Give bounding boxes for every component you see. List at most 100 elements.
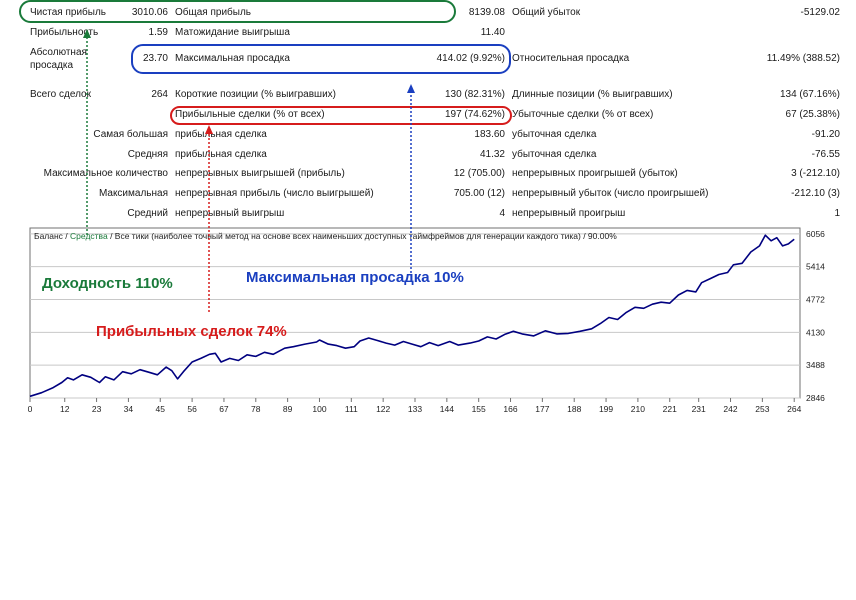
gross-loss-value: -5129.02	[800, 7, 840, 18]
max-drawdown-label: Максимальная просадка	[175, 53, 290, 64]
max-consec-loss-label: непрерывный убыток (число проигрышей)	[512, 188, 709, 199]
largest-loss-label: убыточная сделка	[512, 129, 597, 140]
profitable-trades-annotation: Прибыльных сделок 74%	[96, 323, 287, 340]
balance-legend: Баланс	[34, 231, 64, 241]
largest-label: Самая большая	[93, 129, 168, 140]
short-positions-value: 130 (82.31%)	[444, 89, 505, 100]
y-tick-label: 3488	[806, 360, 825, 370]
x-tick-label: 23	[92, 404, 102, 414]
rel-drawdown-value: 11.49% (388.52)	[766, 53, 840, 64]
balance-line	[29, 234, 795, 398]
max-consec-profit-value: 705.00 (12)	[453, 188, 505, 199]
x-tick-label: 166	[503, 404, 517, 414]
x-tick-label: 100	[312, 404, 326, 414]
x-tick-label: 78	[251, 404, 261, 414]
x-tick-label: 56	[187, 404, 197, 414]
largest-profit-value: 183.60	[474, 129, 505, 140]
average-label: Средняя	[127, 149, 168, 160]
loss-trades-label: Убыточные сделки (% от всех)	[512, 109, 654, 120]
largest-profit-label: прибыльная сделка	[175, 129, 267, 140]
long-positions-value: 134 (67.16%)	[779, 89, 840, 100]
abs-drawdown-label-line1: Абсолютная	[30, 47, 87, 58]
x-tick-label: 12	[60, 404, 70, 414]
max-consec-profit-label: непрерывная прибыль (число выигрышей)	[175, 188, 374, 199]
profit-trades-highlight	[170, 106, 512, 125]
statistics-table: Чистая прибыль 3010.06 Общая прибыль 813…	[0, 0, 856, 225]
largest-loss-value: -91.20	[811, 129, 840, 140]
net-profit-value: 3010.06	[131, 7, 168, 18]
max-consec-wins-label: непрерывных выигрышей (прибыль)	[175, 168, 345, 179]
x-tick-label: 111	[345, 404, 358, 414]
yield-annotation: Доходность 110%	[42, 275, 173, 292]
equity-legend: Средства	[70, 231, 108, 241]
max-consec-losses-label: непрерывных проигрышей (убыток)	[512, 168, 678, 179]
max-consec-wins-value: 12 (705.00)	[453, 168, 505, 179]
max-drawdown-annotation: Максимальная просадка 10%	[246, 269, 464, 286]
expected-payoff-value: 11.40	[480, 27, 505, 38]
x-tick-label: 188	[567, 404, 581, 414]
average-loss-value: -76.55	[811, 149, 840, 160]
rel-drawdown-label: Относительная просадка	[512, 53, 630, 64]
avg-consec-wins-value: 4	[499, 208, 505, 219]
max-drawdown-highlight	[131, 44, 511, 74]
x-tick-label: 264	[787, 404, 801, 414]
gross-loss-label: Общий убыток	[512, 7, 581, 18]
x-tick-label: 45	[156, 404, 166, 414]
maximal-label: Максимальная	[98, 188, 168, 199]
short-positions-label: Короткие позиции (% выигравших)	[175, 89, 336, 100]
grid-lines	[30, 233, 800, 399]
x-tick-label: 34	[124, 404, 134, 414]
x-tick-label: 67	[219, 404, 229, 414]
avg-label: Средний	[127, 208, 168, 219]
y-tick-label: 4772	[806, 294, 825, 304]
y-tick-label: 4130	[806, 327, 825, 337]
max-drawdown-value: 414.02 (9.92%)	[436, 53, 505, 64]
gross-profit-label: Общая прибыль	[175, 7, 252, 18]
profit-factor-value: 1.59	[148, 27, 168, 38]
net-profit-label: Чистая прибыль	[30, 7, 106, 18]
x-tick-label: 253	[755, 404, 769, 414]
model-description: Все тики (наиболее точный метод на основ…	[115, 231, 617, 241]
x-tick-label: 155	[472, 404, 486, 414]
x-tick-label: 221	[663, 404, 677, 414]
max-consec-loss-value: -212.10 (3)	[791, 188, 840, 199]
net-profit-highlight	[19, 0, 456, 23]
x-tick-label: 242	[723, 404, 737, 414]
average-profit-value: 41.32	[479, 149, 505, 160]
y-tick-label: 6056	[806, 229, 825, 239]
abs-drawdown-value: 23.70	[142, 53, 168, 64]
avg-consec-losses-label: непрерывный проигрыш	[512, 208, 626, 219]
average-loss-label: убыточная сделка	[512, 149, 597, 160]
profit-factor-label: Прибыльность	[30, 27, 99, 38]
y-tick-label: 5414	[806, 262, 825, 272]
plot-frame	[29, 227, 801, 399]
x-tick-label: 199	[599, 404, 613, 414]
x-tick-label: 122	[376, 404, 390, 414]
x-tick-label: 231	[692, 404, 706, 414]
avg-consec-wins-label: непрерывный выигрыш	[175, 208, 285, 219]
axis-ticks: 2846 3488 4130 4772 5414 6056 0 12 23 34 45 56 67 78 8…	[28, 229, 826, 414]
profit-trades-value: 197 (74.62%)	[444, 109, 505, 120]
total-trades-value: 264	[151, 89, 168, 100]
long-positions-label: Длинные позиции (% выигравших)	[512, 89, 673, 100]
loss-trades-value: 67 (25.38%)	[785, 109, 840, 120]
chart-header: Баланс / Средства / Все тики (наиболее т…	[34, 231, 617, 241]
average-profit-label: прибыльная сделка	[175, 149, 267, 160]
expected-payoff-label: Матожидание выигрыша	[175, 27, 290, 38]
y-tick-label: 2846	[806, 393, 825, 403]
x-tick-label: 133	[408, 404, 422, 414]
abs-drawdown-label-line2: просадка	[30, 60, 74, 71]
max-count-label: Максимальное количество	[43, 168, 168, 179]
balance-chart: 2846 3488 4130 4772 5414 6056 0 12 23 34 45 56 67 78 8…	[0, 226, 856, 426]
x-tick-label: 144	[440, 404, 454, 414]
profit-trades-label: Прибыльные сделки (% от всех)	[175, 109, 325, 120]
total-trades-label: Всего сделок	[30, 89, 91, 100]
x-tick-label: 0	[28, 404, 33, 414]
gross-profit-value: 8139.08	[468, 7, 505, 18]
x-tick-label: 177	[535, 404, 549, 414]
chart-svg: 2846 3488 4130 4772 5414 6056 0 12 23 34 45 56 67 78 8…	[28, 227, 826, 414]
max-consec-losses-value: 3 (-212.10)	[791, 168, 840, 179]
x-tick-label: 89	[283, 404, 293, 414]
avg-consec-losses-value: 1	[834, 208, 840, 219]
x-tick-label: 210	[631, 404, 645, 414]
